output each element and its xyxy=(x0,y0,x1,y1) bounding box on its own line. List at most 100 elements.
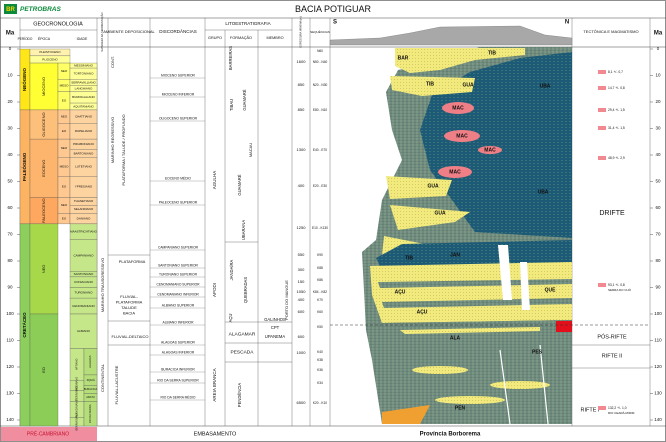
y-tick-label: 80 xyxy=(655,258,661,263)
age-label: TURONIANO xyxy=(75,291,94,295)
basal-fan xyxy=(382,405,430,424)
sand-wedge xyxy=(390,205,470,230)
epoch-cell xyxy=(29,223,59,315)
magmatism-age: 93,1 +/- 0,8 xyxy=(608,283,625,287)
sand-tibau xyxy=(395,48,525,73)
magmatism-name: RIO CEARÁ-MIRIM xyxy=(608,411,635,415)
sequence-label: K90 xyxy=(317,253,323,257)
magmatism-age: 132,2 +/- 1,0 xyxy=(608,406,627,410)
column-header: FORMAÇÃO xyxy=(230,35,252,40)
thickness-label: 1050 xyxy=(297,289,307,294)
y-tick-label: 120 xyxy=(6,364,14,369)
local-age-label: ALAGOAS xyxy=(88,355,92,368)
period-label: CRETÁCEO xyxy=(21,312,27,338)
thickness-label: 850 xyxy=(298,82,305,87)
thickness-label: 1000 xyxy=(297,350,307,355)
y-tick-label: 100 xyxy=(654,311,662,316)
discordance-label: ALAGOAS SUPERIOR xyxy=(161,340,196,344)
discordance-label: OLIGOCENO SUPERIOR xyxy=(159,116,198,120)
subepoch-label: MESO xyxy=(60,83,70,87)
y-tick-label: 60 xyxy=(7,205,13,210)
discordance-label: ALBIANO SUPERIOR xyxy=(162,303,195,307)
discordance-label: CAMPANIANO SUPERIOR xyxy=(158,245,199,249)
member-label: GALINHOS xyxy=(264,317,286,322)
age-label: MAASTRICHTIANO xyxy=(70,230,98,234)
age-label: SERRAVALLIANO xyxy=(71,80,96,84)
discordance-label: MIOCENO INFERIOR xyxy=(162,92,195,96)
volcanic-macau xyxy=(444,130,480,142)
volcanic-macau xyxy=(438,166,472,178)
subepoch-label: NEO xyxy=(61,114,68,118)
y-tick-label: 70 xyxy=(7,232,13,237)
group-label: AREIA BRANCA xyxy=(212,368,217,401)
age-label: HAUTERIVIANO xyxy=(75,386,79,405)
age-label: SELANDIANO xyxy=(74,207,94,211)
thickness-label: 1300 xyxy=(297,147,307,152)
tectonic-phase: RIFTE II xyxy=(602,353,623,359)
sequence-label: N20 - N30 xyxy=(313,83,328,87)
unit-label: TIB xyxy=(405,255,413,261)
age-label: CHATTIANO xyxy=(75,114,93,118)
member-label: MACAU xyxy=(248,143,253,158)
age-label: RUPELIANO xyxy=(75,129,93,133)
precambrian-cell xyxy=(1,427,97,441)
age-label: CAMPANIANO xyxy=(74,253,95,257)
formation-label: QUEBRADAS xyxy=(243,277,248,304)
tectonic-phase: RIFTE I xyxy=(581,407,600,413)
fault xyxy=(498,245,512,300)
environment-label: MARINHO TRANSGRESSIVO xyxy=(100,258,105,312)
epoch-label: EO xyxy=(41,367,46,373)
age-label: TORTONIANO xyxy=(74,72,95,76)
subepoch-label: EO xyxy=(62,98,67,102)
logo-mark xyxy=(4,4,17,14)
group-label: APODI xyxy=(212,283,217,297)
magmatism-bar xyxy=(598,86,606,90)
subepoch-label: EO xyxy=(62,216,67,220)
thickness-label: 400 xyxy=(298,183,305,188)
sand-lens xyxy=(412,366,468,374)
unit-label: AÇU xyxy=(417,309,428,315)
tectonic-phase: DRIFTE xyxy=(599,210,625,217)
formation-label: ALAGAMAR xyxy=(229,331,256,337)
environment-label: TALUDE xyxy=(121,305,137,310)
logo-text: PETROBRAS xyxy=(20,6,61,13)
sequence-label: E20 - E30 xyxy=(313,184,327,188)
y-tick-label: 40 xyxy=(655,152,661,157)
sequence-label: K60 xyxy=(317,310,323,314)
epoch-cell xyxy=(29,62,59,111)
unit-label: MAC xyxy=(484,147,496,153)
y-tick-label: 50 xyxy=(7,179,13,184)
sequence-label: K88 xyxy=(317,266,323,270)
volcanic-macau xyxy=(478,146,502,154)
unit-label: TIB xyxy=(488,50,496,56)
column-header: IDADE xyxy=(77,37,88,41)
age-label: SANTONIANO xyxy=(74,272,94,276)
epoch-label: EOCENO xyxy=(41,160,46,177)
unit-label: QUE xyxy=(545,287,557,293)
y-tick-label: 140 xyxy=(6,417,14,422)
discordance-label: RIO DA SERRA MÉDIO xyxy=(161,394,196,399)
unit-label: MAC xyxy=(452,105,464,111)
environment-label: CONT. xyxy=(110,56,115,68)
profile xyxy=(329,25,573,46)
age-label: VALANGINIANO xyxy=(75,400,79,419)
member-label: PORTO DO MANGUE xyxy=(284,280,289,320)
magmatism-bar xyxy=(598,70,606,74)
thickness-label: 600 xyxy=(298,334,305,339)
epoch-cell xyxy=(29,138,59,198)
magmatism-bar xyxy=(598,108,606,112)
fault xyxy=(539,344,549,425)
local-age-label: BURACICA xyxy=(84,387,98,391)
y-tick-label: 10 xyxy=(655,73,661,78)
logo-glyph: BR xyxy=(6,7,15,13)
sand-wedge xyxy=(386,176,452,199)
sand-tibau xyxy=(390,76,475,96)
y-tick-label: 110 xyxy=(654,338,662,343)
footer-label: Província Borborema xyxy=(420,432,481,438)
period-label: NEÓGENO xyxy=(20,67,27,91)
column-header: SEQUÊNCIAS xyxy=(310,29,330,34)
sand-lens xyxy=(490,381,550,389)
